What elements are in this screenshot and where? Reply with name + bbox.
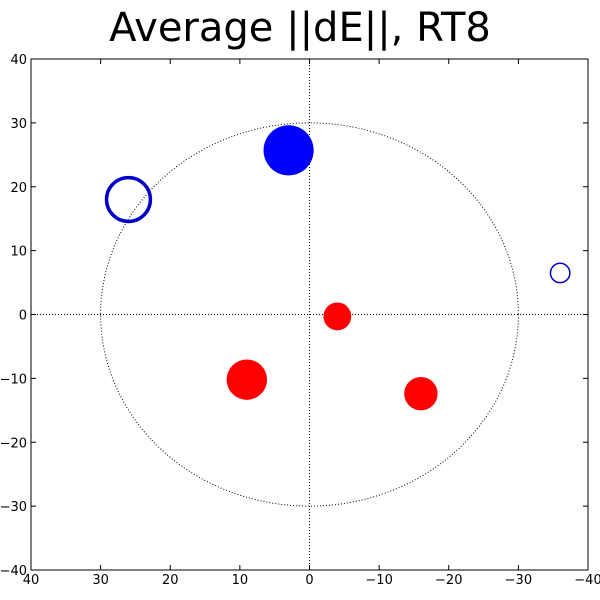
- y-tick-label: 10: [10, 245, 27, 260]
- data-point: [226, 359, 268, 400]
- data-point: [549, 262, 571, 284]
- x-tick-label: −40: [574, 573, 600, 588]
- y-tick-label: 0: [19, 309, 27, 324]
- x-tick-label: 20: [162, 573, 179, 588]
- data-point: [263, 125, 314, 176]
- y-tick-label: 40: [10, 53, 27, 68]
- x-tick-label: −10: [365, 573, 392, 588]
- y-tick-label: 30: [10, 117, 27, 132]
- y-tick-label: −20: [0, 436, 27, 451]
- chart-title: Average ||dE||, RT8: [109, 5, 491, 51]
- x-tick-label: 30: [92, 573, 109, 588]
- y-tick-label: −30: [0, 500, 27, 515]
- data-point: [104, 175, 153, 224]
- reference-circle: [100, 122, 519, 507]
- x-tick-label: 40: [23, 573, 40, 588]
- data-point: [323, 302, 352, 331]
- y-tick-label: −10: [0, 372, 27, 387]
- x-tick-label: 0: [305, 573, 313, 588]
- y-tick-label: 20: [10, 181, 27, 196]
- y-tick-label: −40: [0, 564, 27, 579]
- x-tick-label: −20: [435, 573, 462, 588]
- data-point: [404, 376, 438, 411]
- x-tick-label: 10: [232, 573, 249, 588]
- x-tick-label: −30: [505, 573, 532, 588]
